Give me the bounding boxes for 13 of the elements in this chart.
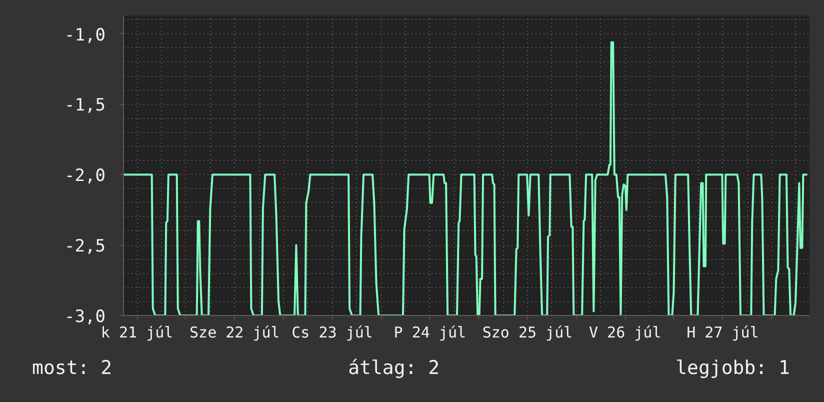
- x-tick-label: Szo 25 júl: [482, 324, 573, 342]
- y-tick-label: -2,0: [64, 166, 106, 186]
- x-tick-label: Sze 22 júl: [190, 324, 280, 342]
- x-tick-label: H 27 júl: [686, 324, 759, 342]
- y-tick-label: -1,5: [64, 96, 106, 116]
- text: legjobb: 1: [676, 356, 790, 381]
- y-tick-label: -1,0: [64, 25, 106, 46]
- x-tick-label: Cs 23 júl: [292, 324, 373, 342]
- x-tick-label: P 24 júl: [394, 324, 466, 342]
- text: átlag: 2: [348, 356, 440, 381]
- y-tick-label: -2,5: [64, 236, 106, 257]
- x-tick-label: V 26 júl: [588, 324, 662, 342]
- text: most: 2: [32, 356, 112, 381]
